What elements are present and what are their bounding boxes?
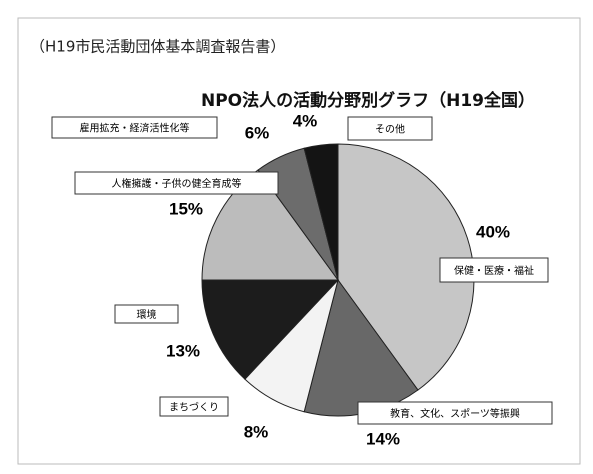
value-label: 15% — [169, 199, 203, 218]
value-label: 8% — [244, 422, 269, 441]
category-label: 雇用拡充・経済活性化等 — [80, 122, 190, 135]
value-label: 6% — [245, 123, 270, 142]
category-label: 教育、文化、スポーツ等振興 — [390, 407, 520, 420]
label-box — [439, 257, 549, 283]
label-box — [357, 401, 553, 425]
value-label: 13% — [166, 341, 200, 360]
category-label: その他 — [375, 123, 405, 136]
value-label: 4% — [293, 111, 318, 130]
label-box — [114, 304, 179, 324]
pie-slice — [303, 143, 339, 281]
label-box — [159, 396, 229, 417]
chart-subtitle: （H19市民活動団体基本調査報告書） — [30, 38, 285, 56]
pie-slice — [337, 143, 475, 391]
category-label: 保健・医療・福祉 — [454, 264, 534, 277]
label-box — [347, 116, 433, 141]
label-box — [74, 171, 279, 195]
chart-title: NPO法人の活動分野別グラフ（H19全国） — [201, 90, 535, 111]
pie-slice — [201, 279, 340, 380]
label-box — [51, 116, 218, 139]
category-label: 人権擁護・子供の健全育成等 — [112, 177, 242, 190]
value-label: 40% — [476, 222, 510, 241]
category-label: 環境 — [137, 308, 157, 321]
category-label: まちづくり — [169, 402, 219, 414]
value-label: 14% — [366, 429, 400, 448]
